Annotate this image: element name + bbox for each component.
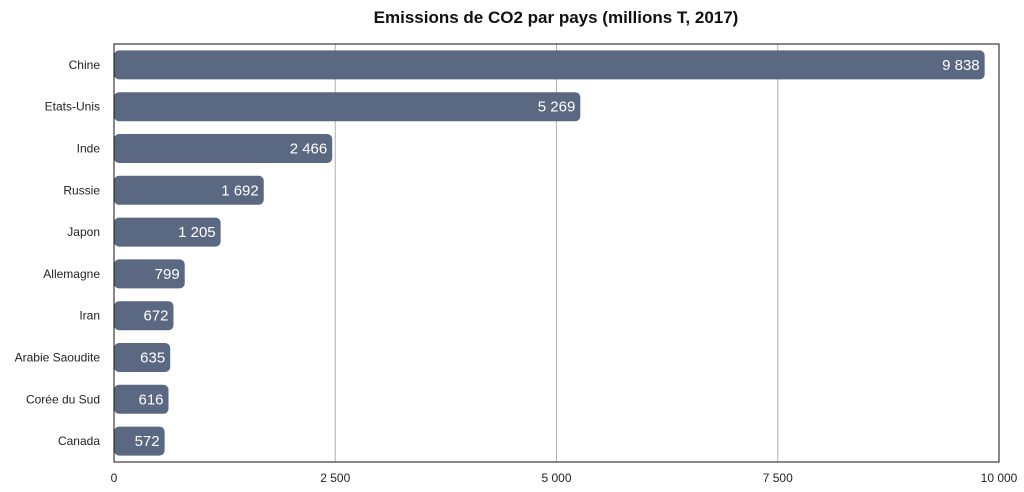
bar	[114, 50, 985, 80]
data-label: 1 692	[221, 182, 259, 199]
bar	[114, 384, 169, 414]
data-label: 1 205	[178, 224, 216, 241]
category-label: Chine	[69, 58, 101, 72]
value-axis: 0 2 500 5 000 7 500 10 000	[111, 471, 1018, 485]
category-label: Arabie Saoudite	[15, 351, 101, 365]
category-label: Russie	[63, 183, 100, 197]
bar	[114, 175, 264, 205]
x-tick-label: 10 000	[981, 471, 1018, 485]
category-label: Japon	[67, 225, 100, 239]
data-label: 5 269	[538, 99, 576, 116]
bar	[114, 134, 333, 163]
bar	[114, 343, 171, 372]
category-label: Canada	[58, 434, 100, 448]
x-tick-label: 0	[111, 471, 118, 485]
data-label: 2 466	[290, 141, 328, 158]
chart-title: Emissions de CO2 par pays (millions T, 2…	[373, 8, 739, 27]
category-label: Iran	[79, 309, 100, 323]
bar	[114, 426, 165, 456]
category-label: Etats-Unis	[45, 100, 100, 114]
bar	[114, 217, 221, 247]
data-label: 672	[143, 308, 168, 325]
data-label: 635	[140, 350, 165, 367]
bar	[114, 301, 174, 331]
category-label: Inde	[77, 142, 101, 156]
data-label: 9 838	[942, 57, 980, 74]
x-tick-label: 2 500	[320, 471, 350, 485]
x-tick-label: 7 500	[763, 471, 793, 485]
category-label: Corée du Sud	[26, 392, 100, 406]
category-axis: Chine Etats-Unis Inde Russie Japon Allemagne I…	[15, 58, 101, 448]
plot-frame	[113, 43, 1000, 463]
bar	[114, 259, 185, 289]
data-label: 799	[155, 266, 180, 283]
category-label: Allemagne	[43, 267, 100, 281]
data-label: 572	[135, 433, 160, 450]
x-tick-label: 5 000	[541, 471, 571, 485]
bar	[114, 92, 581, 122]
data-label: 616	[138, 391, 163, 408]
bar-layer: 9 838 5 269 2 466 1 692 1 205 799 672 635 616 572	[114, 50, 985, 456]
